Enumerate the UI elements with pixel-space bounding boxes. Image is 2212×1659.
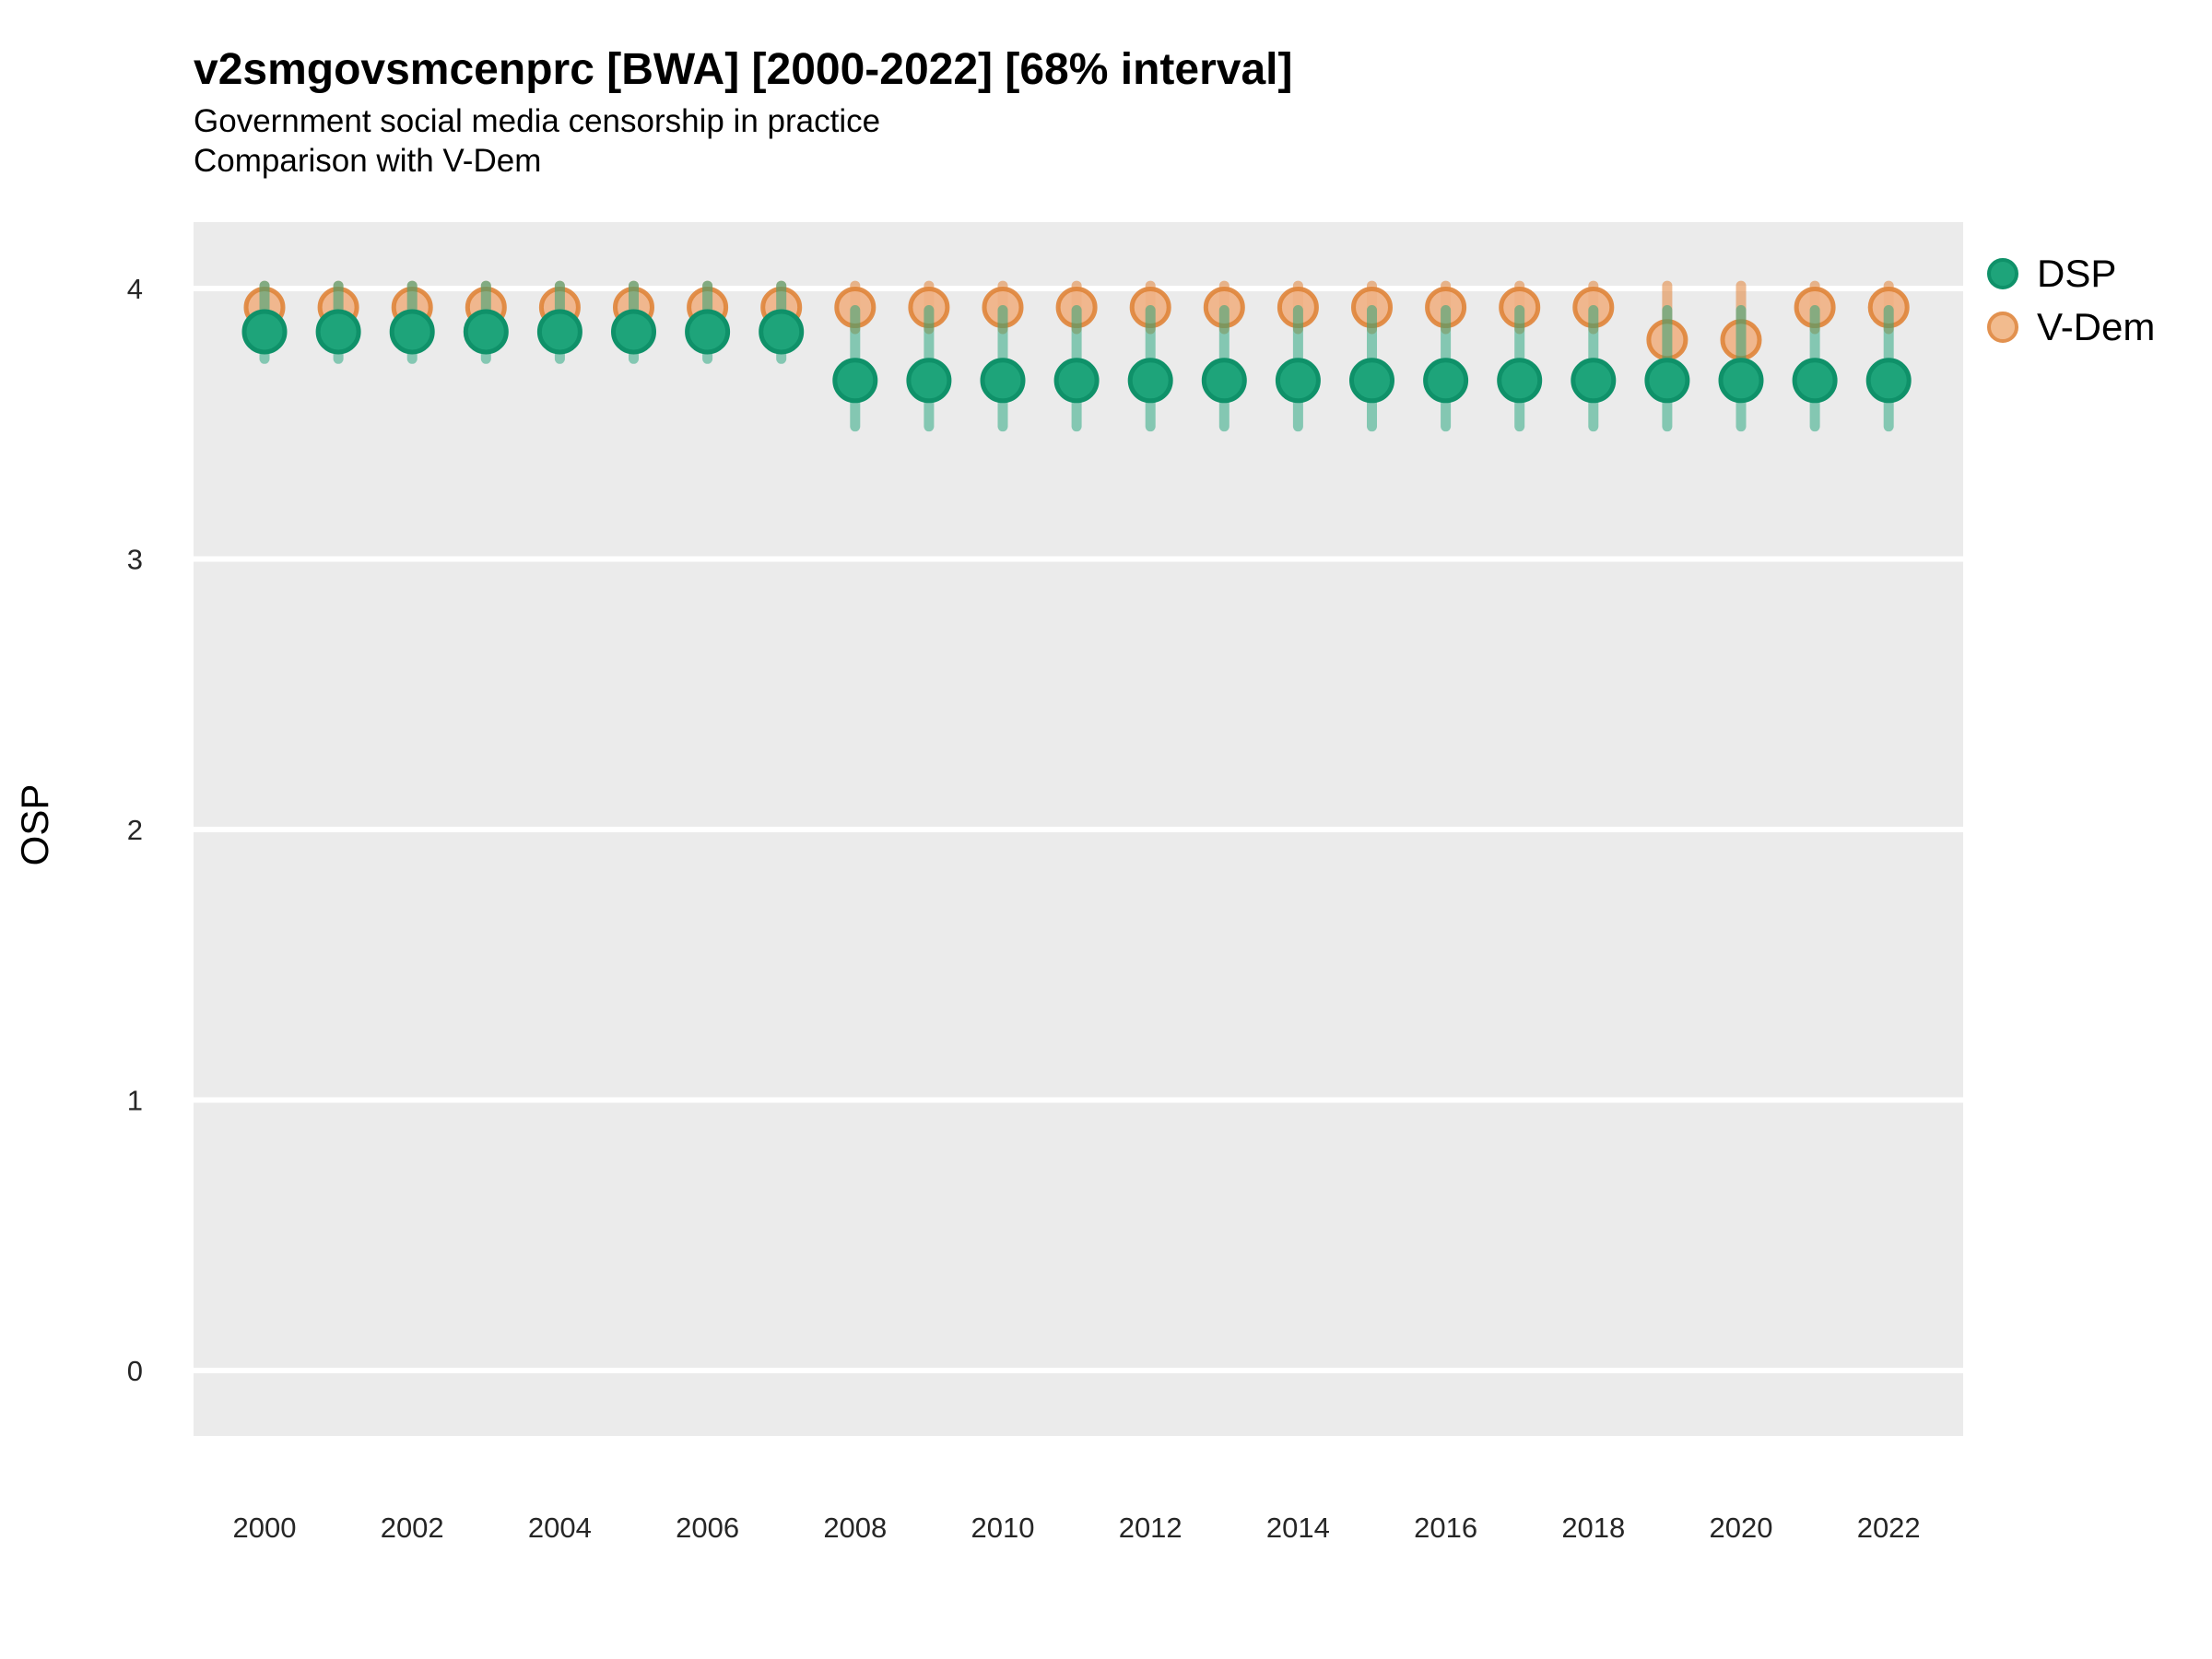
x-tick-label-2004: 2004: [528, 1512, 592, 1544]
dsp-point-2010: [980, 358, 1026, 404]
y-tick-label-2: 2: [127, 814, 143, 846]
x-tick-label-2022: 2022: [1857, 1512, 1921, 1544]
x-tick-label-2008: 2008: [823, 1512, 887, 1544]
dsp-point-2005: [611, 309, 656, 355]
dsp-point-2022: [1865, 358, 1912, 404]
dsp-point-2021: [1792, 358, 1838, 404]
x-tick-label-2018: 2018: [1561, 1512, 1625, 1544]
dsp-point-2006: [685, 309, 731, 355]
chart-subtitle-line1: Government social media censorship in pr…: [194, 103, 881, 139]
x-tick-label-2010: 2010: [971, 1512, 1035, 1544]
y-tick-label-3: 3: [127, 544, 143, 576]
x-tick-label-2016: 2016: [1414, 1512, 1477, 1544]
y-tick-label-1: 1: [127, 1085, 143, 1117]
dsp-point-2009: [906, 358, 952, 404]
dsp-point-2014: [1275, 358, 1321, 404]
dsp-point-2011: [1053, 358, 1100, 404]
dsp-point-2019: [1644, 358, 1690, 404]
dsp-point-2020: [1718, 358, 1764, 404]
x-tick-label-2002: 2002: [381, 1512, 444, 1544]
legend-item-dsp: DSP: [1987, 254, 2155, 293]
dsp-point-2003: [463, 309, 509, 355]
dsp-point-2000: [241, 309, 288, 355]
dsp-point-2001: [315, 309, 361, 355]
y-tick-label-0: 0: [127, 1355, 143, 1387]
dsp-point-2012: [1127, 358, 1173, 404]
dsp-point-2016: [1423, 358, 1469, 404]
x-tick-label-2006: 2006: [676, 1512, 739, 1544]
x-tick-label-2020: 2020: [1710, 1512, 1773, 1544]
chart-subtitle-line2: Comparison with V-Dem: [194, 143, 542, 179]
dsp-legend-marker-icon: [1987, 258, 2018, 289]
dsp-point-2007: [759, 309, 805, 355]
dsp-point-2015: [1349, 358, 1394, 404]
x-tick-label-2012: 2012: [1119, 1512, 1182, 1544]
dsp-point-2013: [1201, 358, 1247, 404]
legend-item-vdem: V-Dem: [1987, 308, 2155, 347]
y-axis-title: OSP: [13, 784, 56, 866]
dsp-legend-label: DSP: [2037, 252, 2117, 295]
x-tick-label-2014: 2014: [1266, 1512, 1330, 1544]
dsp-point-2017: [1497, 358, 1543, 404]
vdem-legend-marker-icon: [1987, 312, 2018, 343]
y-tick-label-4: 4: [127, 273, 143, 305]
legend: DSP V-Dem: [1987, 254, 2155, 347]
dsp-point-2002: [389, 309, 435, 355]
dsp-point-2018: [1571, 358, 1617, 404]
x-tick-label-2000: 2000: [233, 1512, 297, 1544]
dsp-point-2004: [536, 309, 582, 355]
chart-title: v2smgovsmcenprc [BWA] [2000-2022] [68% i…: [194, 45, 1293, 94]
dsp-point-2008: [832, 358, 878, 404]
vdem-legend-label: V-Dem: [2037, 305, 2156, 348]
